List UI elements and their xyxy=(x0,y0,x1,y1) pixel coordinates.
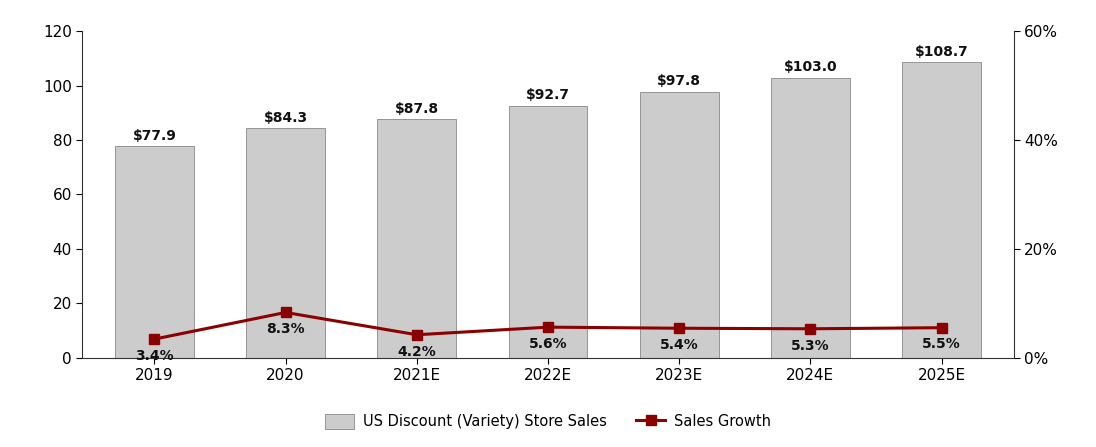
Bar xyxy=(772,77,849,358)
Text: 5.5%: 5.5% xyxy=(922,337,961,351)
Text: $92.7: $92.7 xyxy=(526,88,570,102)
Bar xyxy=(247,128,324,358)
Text: $77.9: $77.9 xyxy=(133,128,176,143)
Text: $84.3: $84.3 xyxy=(263,111,308,125)
Bar xyxy=(509,105,587,358)
Bar xyxy=(115,146,194,358)
Text: 5.4%: 5.4% xyxy=(660,338,698,352)
Text: 3.4%: 3.4% xyxy=(135,349,173,363)
Text: 5.3%: 5.3% xyxy=(791,338,830,353)
Text: $87.8: $87.8 xyxy=(395,101,438,116)
Text: 4.2%: 4.2% xyxy=(398,345,436,358)
Text: 8.3%: 8.3% xyxy=(266,322,305,336)
Text: 5.6%: 5.6% xyxy=(528,337,568,351)
Bar xyxy=(640,92,719,358)
Text: $103.0: $103.0 xyxy=(784,60,837,74)
Text: $108.7: $108.7 xyxy=(915,45,969,59)
Bar xyxy=(902,62,981,358)
Legend: US Discount (Variety) Store Sales, Sales Growth: US Discount (Variety) Store Sales, Sales… xyxy=(319,408,777,435)
Bar xyxy=(377,119,456,358)
Text: $97.8: $97.8 xyxy=(658,74,701,89)
